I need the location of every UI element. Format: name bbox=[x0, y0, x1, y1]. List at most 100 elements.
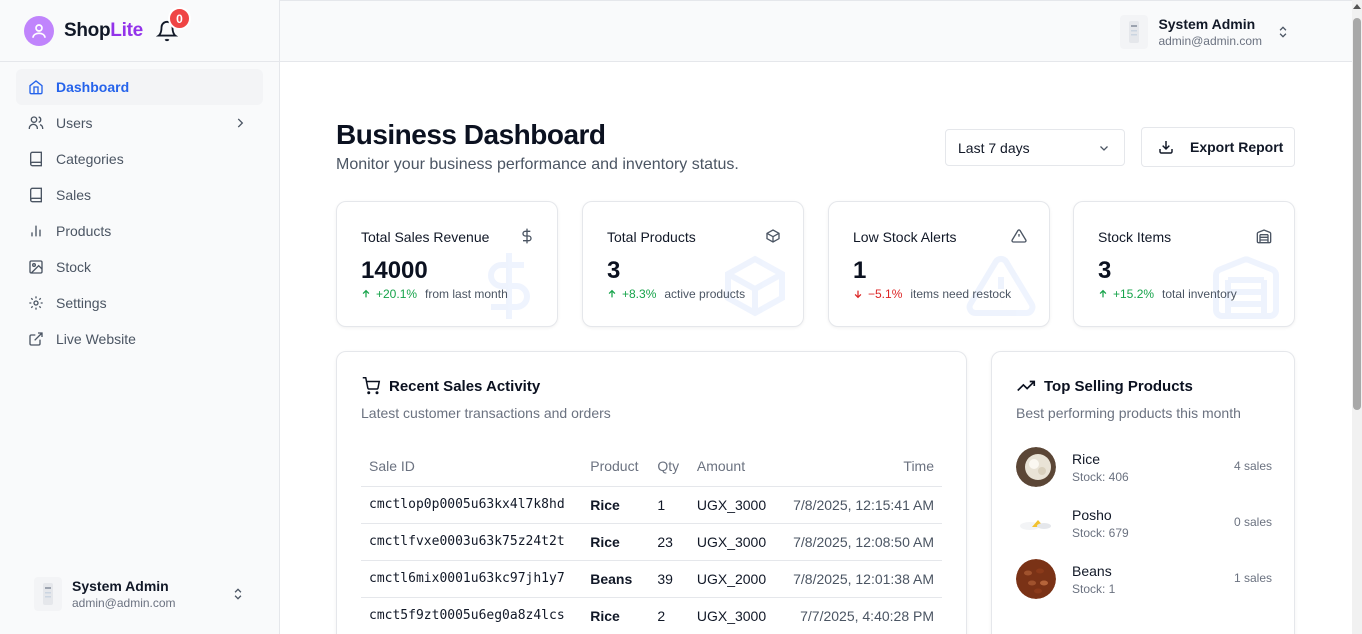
external-link-icon bbox=[28, 331, 44, 347]
avatar bbox=[34, 577, 62, 611]
stat-trend-pct: +8.3% bbox=[622, 287, 657, 301]
top-selling-subtitle: Best performing products this month bbox=[1016, 405, 1241, 421]
sidebar-item-dashboard[interactable]: Dashboard bbox=[16, 69, 263, 105]
product-sales: 0 sales bbox=[1233, 515, 1272, 529]
stat-trend-desc: items need restock bbox=[910, 287, 1012, 301]
table-row[interactable]: cmctlfvxe0003u63k75z24t2t Rice 23 UGX_30… bbox=[361, 523, 942, 561]
date-range-value: Last 7 days bbox=[958, 139, 1030, 156]
date-range-select[interactable]: Last 7 days bbox=[945, 129, 1125, 166]
notification-badge: 0 bbox=[168, 7, 191, 30]
stat-trend-pct: −5.1% bbox=[868, 287, 903, 301]
amount-cell: UGX_3000 bbox=[688, 486, 778, 524]
qty-cell: 39 bbox=[649, 560, 689, 598]
list-item[interactable]: Rice Stock: 406 4 sales bbox=[1016, 446, 1272, 488]
sidebar-item-settings[interactable]: Settings bbox=[16, 285, 263, 321]
sidebar-header: ShopLite 0 bbox=[0, 0, 279, 62]
product-name: Rice bbox=[1072, 450, 1101, 467]
logo-user-icon[interactable] bbox=[24, 15, 54, 46]
table-row[interactable]: cmctlop0p0005u63kx4l7k8hd Rice 1 UGX_300… bbox=[361, 486, 942, 524]
recent-sales-card: Recent Sales Activity Latest customer tr… bbox=[336, 351, 967, 634]
column-header-time[interactable]: Time bbox=[777, 447, 942, 487]
shopping-cart-icon bbox=[362, 377, 381, 395]
product-stock: Stock: 406 bbox=[1072, 469, 1129, 484]
export-report-button[interactable]: Export Report bbox=[1141, 127, 1295, 167]
column-header-sale-id[interactable]: Sale ID bbox=[361, 447, 583, 487]
column-header-amount[interactable]: Amount bbox=[688, 447, 778, 487]
sidebar-item-live-website[interactable]: Live Website bbox=[16, 321, 263, 357]
product-cell: Rice bbox=[582, 523, 650, 561]
list-item[interactable]: Posho Stock: 679 0 sales bbox=[1016, 502, 1272, 544]
stat-label: Total Products bbox=[607, 229, 696, 245]
header-user-menu[interactable]: System Admin admin@admin.com bbox=[1120, 15, 1290, 49]
page-scrollbar[interactable] bbox=[1352, 0, 1362, 634]
alert-triangle-icon bbox=[1011, 229, 1027, 243]
warehouse-icon bbox=[1256, 229, 1272, 244]
list-item[interactable]: Beans Stock: 1 1 sales bbox=[1016, 558, 1272, 600]
stat-value: 1 bbox=[853, 257, 867, 284]
sidebar-item-label: Categories bbox=[56, 151, 124, 167]
table-header-row: Sale ID Product Qty Amount Time bbox=[361, 447, 942, 487]
top-selling-title: Top Selling Products bbox=[1016, 377, 1193, 395]
stat-trend-desc: active products bbox=[664, 287, 746, 301]
sidebar-item-label: Sales bbox=[56, 187, 92, 203]
stat-trend: +20.1% from last month bbox=[361, 287, 508, 301]
column-header-product[interactable]: Product bbox=[582, 447, 650, 487]
sidebar-nav: Dashboard Users Categories Sales Product… bbox=[0, 62, 279, 357]
time-cell: 7/8/2025, 12:01:38 AM bbox=[777, 560, 942, 598]
sidebar-item-users[interactable]: Users bbox=[16, 105, 263, 141]
book-icon bbox=[28, 187, 44, 203]
sidebar-item-sales[interactable]: Sales bbox=[16, 177, 263, 213]
stat-trend-desc: total inventory bbox=[1162, 287, 1237, 301]
sidebar-user-menu[interactable]: System Admin admin@admin.com bbox=[0, 554, 279, 634]
qty-cell: 2 bbox=[649, 597, 689, 634]
main-content: Business Dashboard Monitor your business… bbox=[280, 62, 1352, 634]
arrow-down-icon bbox=[854, 290, 862, 299]
bell-icon[interactable] bbox=[156, 20, 178, 42]
stat-value: 14000 bbox=[361, 257, 428, 284]
scroll-up-arrow-icon[interactable] bbox=[1353, 4, 1361, 9]
chevron-right-icon[interactable] bbox=[233, 116, 247, 130]
dollar-icon bbox=[522, 228, 532, 244]
product-sales: 1 sales bbox=[1233, 571, 1272, 585]
book-icon bbox=[28, 151, 44, 167]
chevrons-up-down-icon[interactable] bbox=[1276, 24, 1290, 40]
user-name: System Admin bbox=[72, 578, 169, 594]
home-icon bbox=[28, 79, 44, 95]
arrow-up-icon bbox=[362, 289, 370, 298]
export-report-label: Export Report bbox=[1190, 139, 1284, 155]
time-cell: 7/7/2025, 4:40:28 PM bbox=[777, 597, 942, 634]
arrow-up-icon bbox=[1099, 289, 1107, 298]
qty-cell: 23 bbox=[649, 523, 689, 561]
table-row[interactable]: cmctl6mix0001u63kc97jh1y7 Beans 39 UGX_2… bbox=[361, 560, 942, 598]
scrollbar-thumb[interactable] bbox=[1353, 18, 1361, 410]
stat-trend: +8.3% active products bbox=[607, 287, 745, 301]
sidebar-item-categories[interactable]: Categories bbox=[16, 141, 263, 177]
amount-cell: UGX_2000 bbox=[688, 560, 778, 598]
column-header-qty[interactable]: Qty bbox=[649, 447, 689, 487]
time-cell: 7/8/2025, 12:15:41 AM bbox=[777, 486, 942, 524]
product-stock: Stock: 1 bbox=[1072, 581, 1116, 596]
user-email: admin@admin.com bbox=[1158, 34, 1262, 48]
download-icon bbox=[1159, 141, 1173, 154]
sidebar-item-label: Stock bbox=[56, 259, 92, 275]
sidebar-item-label: Products bbox=[56, 223, 112, 239]
warehouse-icon bbox=[1213, 256, 1279, 319]
product-thumbnail-posho bbox=[1016, 503, 1056, 543]
sidebar-item-stock[interactable]: Stock bbox=[16, 249, 263, 285]
product-cell: Rice bbox=[582, 597, 650, 634]
chevrons-up-down-icon[interactable] bbox=[231, 586, 245, 602]
alert-triangle-icon bbox=[966, 255, 1036, 316]
product-thumbnail-beans bbox=[1016, 559, 1056, 599]
chevron-down-icon bbox=[1100, 146, 1108, 151]
sidebar-item-label: Users bbox=[56, 115, 93, 131]
product-stock: Stock: 679 bbox=[1072, 525, 1129, 540]
amount-cell: UGX_3000 bbox=[688, 523, 778, 561]
sidebar-item-products[interactable]: Products bbox=[16, 213, 263, 249]
brand-name[interactable]: ShopLite bbox=[64, 19, 143, 41]
table-row[interactable]: cmct5f9zt0005u6eg0a8z4lcs Rice 2 UGX_300… bbox=[361, 597, 942, 634]
stat-trend-pct: +20.1% bbox=[376, 287, 418, 301]
product-name: Posho bbox=[1072, 506, 1112, 523]
product-cell: Rice bbox=[582, 486, 650, 524]
recent-sales-subtitle: Latest customer transactions and orders bbox=[361, 405, 611, 421]
avatar bbox=[1120, 15, 1149, 49]
